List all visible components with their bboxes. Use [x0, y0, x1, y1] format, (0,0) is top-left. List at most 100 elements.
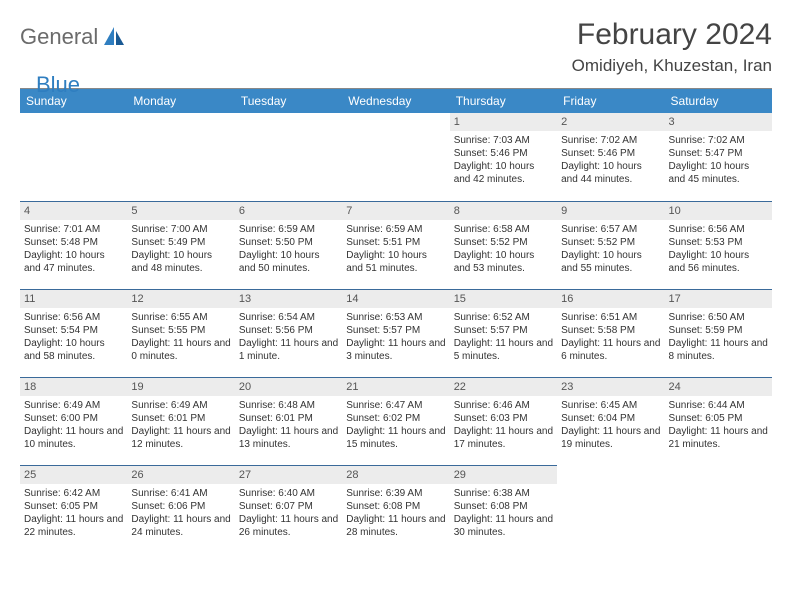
sunset-text: Sunset: 5:49 PM	[131, 237, 205, 248]
sunrise-text: Sunrise: 7:01 AM	[24, 224, 100, 235]
sunset-text: Sunset: 5:52 PM	[454, 237, 528, 248]
day-content: Sunrise: 6:53 AMSunset: 5:57 PMDaylight:…	[342, 308, 449, 371]
day-number: 17	[665, 289, 772, 308]
daylight-text: Daylight: 10 hours and 45 minutes.	[669, 161, 750, 185]
sunset-text: Sunset: 6:08 PM	[454, 501, 528, 512]
sunset-text: Sunset: 5:58 PM	[561, 325, 635, 336]
calendar-cell: 17Sunrise: 6:50 AMSunset: 5:59 PMDayligh…	[665, 289, 772, 377]
calendar-week-row: 25Sunrise: 6:42 AMSunset: 6:05 PMDayligh…	[20, 465, 772, 553]
daylight-text: Daylight: 11 hours and 10 minutes.	[24, 426, 123, 450]
day-content: Sunrise: 6:44 AMSunset: 6:05 PMDaylight:…	[665, 396, 772, 459]
month-title: February 2024	[572, 18, 772, 52]
calendar-cell: 24Sunrise: 6:44 AMSunset: 6:05 PMDayligh…	[665, 377, 772, 465]
day-number: 7	[342, 201, 449, 220]
day-number: 13	[235, 289, 342, 308]
sunrise-text: Sunrise: 6:42 AM	[24, 488, 100, 499]
calendar-cell: 10Sunrise: 6:56 AMSunset: 5:53 PMDayligh…	[665, 201, 772, 289]
daylight-text: Daylight: 10 hours and 44 minutes.	[561, 161, 642, 185]
sunrise-text: Sunrise: 6:47 AM	[346, 400, 422, 411]
day-content: Sunrise: 6:40 AMSunset: 6:07 PMDaylight:…	[235, 484, 342, 547]
day-number: 28	[342, 465, 449, 484]
sunset-text: Sunset: 6:08 PM	[346, 501, 420, 512]
day-content: Sunrise: 6:59 AMSunset: 5:50 PMDaylight:…	[235, 220, 342, 283]
day-number: 23	[557, 377, 664, 396]
daylight-text: Daylight: 11 hours and 1 minute.	[239, 338, 338, 362]
calendar-cell: 19Sunrise: 6:49 AMSunset: 6:01 PMDayligh…	[127, 377, 234, 465]
sunrise-text: Sunrise: 7:02 AM	[669, 135, 745, 146]
sunset-text: Sunset: 5:48 PM	[24, 237, 98, 248]
daylight-text: Daylight: 11 hours and 12 minutes.	[131, 426, 230, 450]
calendar-cell: 11Sunrise: 6:56 AMSunset: 5:54 PMDayligh…	[20, 289, 127, 377]
sunset-text: Sunset: 5:54 PM	[24, 325, 98, 336]
daylight-text: Daylight: 11 hours and 6 minutes.	[561, 338, 660, 362]
day-content: Sunrise: 6:51 AM Sunset: 5:58 PM Daylight:…	[557, 308, 664, 371]
daylight-text: Daylight: 11 hours and 22 minutes.	[24, 514, 123, 538]
day-content: Sunrise: 6:54 AMSunset: 5:56 PMDaylight:…	[235, 308, 342, 371]
calendar-cell: 28Sunrise: 6:39 AMSunset: 6:08 PMDayligh…	[342, 465, 449, 553]
weekday-header: Friday	[557, 89, 664, 114]
day-number: 5	[127, 201, 234, 220]
daylight-text: Daylight: 10 hours and 47 minutes.	[24, 250, 105, 274]
day-content: Sunrise: 6:47 AMSunset: 6:02 PMDaylight:…	[342, 396, 449, 459]
day-content: Sunrise: 6:42 AMSunset: 6:05 PMDaylight:…	[20, 484, 127, 547]
daylight-text: Daylight: 11 hours and 19 minutes.	[561, 426, 660, 450]
daylight-text: Daylight: 10 hours and 53 minutes.	[454, 250, 535, 274]
sunrise-text: Sunrise: 7:02 AM	[561, 135, 637, 146]
sunset-text: Sunset: 6:04 PM	[561, 413, 635, 424]
calendar-cell: 6Sunrise: 6:59 AMSunset: 5:50 PMDaylight…	[235, 201, 342, 289]
day-content: Sunrise: 6:52 AMSunset: 5:57 PMDaylight:…	[450, 308, 557, 371]
day-number: 8	[450, 201, 557, 220]
sunrise-text: Sunrise: 6:44 AM	[669, 400, 745, 411]
daylight-text: Daylight: 11 hours and 3 minutes.	[346, 338, 445, 362]
calendar-cell: 16 Sunrise: 6:51 AM Sunset: 5:58 PM Dayligh…	[557, 289, 664, 377]
sunset-text: Sunset: 5:46 PM	[561, 148, 635, 159]
calendar-cell: 21Sunrise: 6:47 AMSunset: 6:02 PMDayligh…	[342, 377, 449, 465]
sunrise-text: Sunrise: 6:51 AM	[561, 312, 637, 323]
daylight-text: Daylight: 11 hours and 15 minutes.	[346, 426, 445, 450]
day-content: Sunrise: 6:55 AMSunset: 5:55 PMDaylight:…	[127, 308, 234, 371]
sunrise-text: Sunrise: 7:00 AM	[131, 224, 207, 235]
daylight-text: Daylight: 11 hours and 5 minutes.	[454, 338, 553, 362]
day-number: 2	[557, 113, 664, 131]
sunrise-text: Sunrise: 6:59 AM	[346, 224, 422, 235]
calendar-cell: 25Sunrise: 6:42 AMSunset: 6:05 PMDayligh…	[20, 465, 127, 553]
calendar-cell: 23Sunrise: 6:45 AMSunset: 6:04 PMDayligh…	[557, 377, 664, 465]
day-number: 6	[235, 201, 342, 220]
day-number: 1	[450, 113, 557, 131]
weekday-header: Thursday	[450, 89, 557, 114]
day-number: 12	[127, 289, 234, 308]
day-content: Sunrise: 6:56 AMSunset: 5:53 PMDaylight:…	[665, 220, 772, 283]
daylight-text: Daylight: 11 hours and 21 minutes.	[669, 426, 768, 450]
daylight-text: Daylight: 11 hours and 8 minutes.	[669, 338, 768, 362]
day-number: 18	[20, 377, 127, 396]
day-content: Sunrise: 6:49 AMSunset: 6:01 PMDaylight:…	[127, 396, 234, 459]
calendar-cell	[342, 113, 449, 201]
sunrise-text: Sunrise: 6:54 AM	[239, 312, 315, 323]
day-content: Sunrise: 7:02 AMSunset: 5:47 PMDaylight:…	[665, 131, 772, 194]
day-content: Sunrise: 7:00 AMSunset: 5:49 PMDaylight:…	[127, 220, 234, 283]
sunset-text: Sunset: 5:57 PM	[454, 325, 528, 336]
calendar-cell: 29Sunrise: 6:38 AMSunset: 6:08 PMDayligh…	[450, 465, 557, 553]
daylight-text: Daylight: 11 hours and 28 minutes.	[346, 514, 445, 538]
daylight-text: Daylight: 11 hours and 13 minutes.	[239, 426, 338, 450]
calendar-cell: 26Sunrise: 6:41 AMSunset: 6:06 PMDayligh…	[127, 465, 234, 553]
calendar-cell: 22Sunrise: 6:46 AMSunset: 6:03 PMDayligh…	[450, 377, 557, 465]
sunset-text: Sunset: 5:52 PM	[561, 237, 635, 248]
calendar-cell: 1Sunrise: 7:03 AMSunset: 5:46 PMDaylight…	[450, 113, 557, 201]
calendar-cell: 15Sunrise: 6:52 AMSunset: 5:57 PMDayligh…	[450, 289, 557, 377]
calendar-cell: 20Sunrise: 6:48 AMSunset: 6:01 PMDayligh…	[235, 377, 342, 465]
location-text: Omidiyeh, Khuzestan, Iran	[572, 56, 772, 76]
page-header: General February 2024 Omidiyeh, Khuzesta…	[20, 18, 772, 76]
calendar-week-row: 4Sunrise: 7:01 AMSunset: 5:48 PMDaylight…	[20, 201, 772, 289]
day-number: 16	[557, 289, 664, 308]
calendar-cell: 13Sunrise: 6:54 AMSunset: 5:56 PMDayligh…	[235, 289, 342, 377]
sunset-text: Sunset: 5:50 PM	[239, 237, 313, 248]
day-number: 9	[557, 201, 664, 220]
daylight-text: Daylight: 10 hours and 50 minutes.	[239, 250, 320, 274]
day-content: Sunrise: 6:50 AMSunset: 5:59 PMDaylight:…	[665, 308, 772, 371]
sunset-text: Sunset: 6:01 PM	[131, 413, 205, 424]
calendar-cell: 3Sunrise: 7:02 AMSunset: 5:47 PMDaylight…	[665, 113, 772, 201]
day-number: 14	[342, 289, 449, 308]
day-number: 21	[342, 377, 449, 396]
sunrise-text: Sunrise: 6:40 AM	[239, 488, 315, 499]
